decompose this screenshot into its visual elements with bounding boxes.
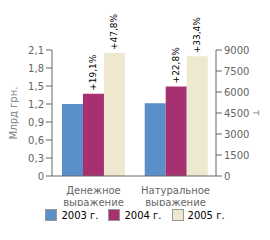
svg-text:2,1: 2,1 xyxy=(28,45,44,56)
svg-text:+22,8%: +22,8% xyxy=(171,47,181,84)
svg-text:0,6: 0,6 xyxy=(28,135,44,146)
svg-text:Денежноевыражение: Денежноевыражение xyxy=(63,185,124,206)
svg-text:т: т xyxy=(251,110,262,116)
svg-text:+33,4%: +33,4% xyxy=(192,17,202,54)
svg-text:+47,8%: +47,8% xyxy=(109,13,119,50)
svg-text:0: 0 xyxy=(224,171,230,182)
svg-text:0: 0 xyxy=(38,171,44,182)
html-text:2003 г.: 2003 г. xyxy=(61,209,99,221)
svg-text:4500: 4500 xyxy=(224,108,249,119)
svg-text:1,8: 1,8 xyxy=(28,63,44,74)
svg-text:Млрд грн.: Млрд грн. xyxy=(8,87,19,140)
svg-text:1500: 1500 xyxy=(224,150,249,161)
svg-text:1,2: 1,2 xyxy=(28,99,44,110)
svg-text:Натуральноевыражение: Натуральноевыражение xyxy=(141,185,210,206)
html-text:2005 г.: 2005 г. xyxy=(187,209,225,221)
svg-text:1,5: 1,5 xyxy=(28,81,44,92)
svg-text:0,3: 0,3 xyxy=(28,153,44,164)
svg-text:0,9: 0,9 xyxy=(28,117,44,128)
svg-text:6000: 6000 xyxy=(224,87,249,98)
svg-text:7500: 7500 xyxy=(224,66,249,77)
svg-text:+19,1%: +19,1% xyxy=(88,54,98,91)
svg-text:3000: 3000 xyxy=(224,129,249,140)
svg-text:9000: 9000 xyxy=(224,45,249,56)
html-text:2004 г.: 2004 г. xyxy=(124,209,162,221)
